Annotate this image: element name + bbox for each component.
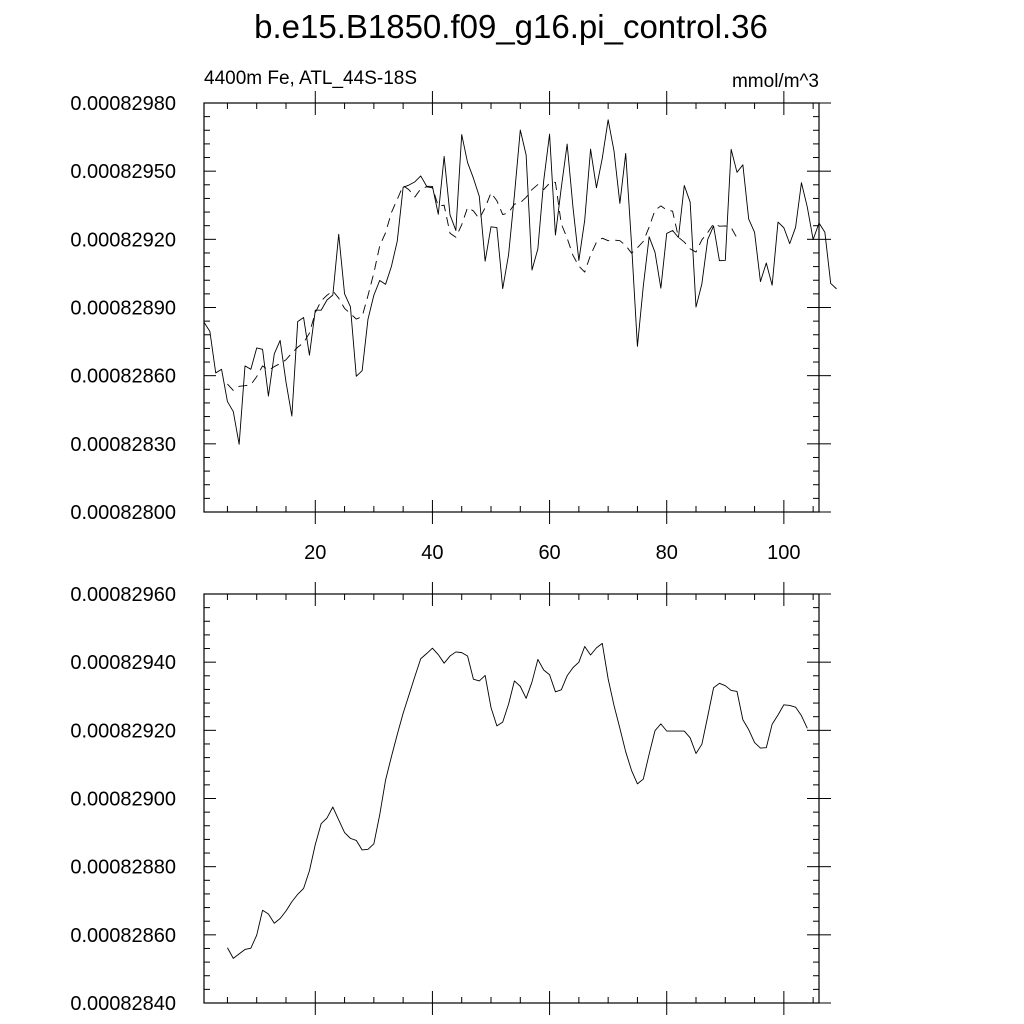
top-panel-left-label: 4400m Fe, ATL_44S-18S bbox=[204, 68, 417, 89]
top-x-tick-label: 60 bbox=[538, 542, 560, 564]
top-series-solid-line bbox=[203, 119, 837, 445]
top-y-tick-label: 0.00082860 bbox=[70, 366, 176, 388]
bottom-panel-ticks bbox=[204, 582, 831, 1015]
top-panel: 4400m Fe, ATL_44S-18S mmol/m^3 20 40 60 80 1… bbox=[70, 68, 837, 564]
bottom-panel: 0.00082840 0.00082860 0.00082880 0.00082900… bbox=[70, 582, 831, 1015]
top-series-dashed-line bbox=[227, 181, 738, 391]
top-panel-tick-labels: 20 40 60 80 100 0.00082800 0.00082830 0.0008286… bbox=[70, 93, 800, 564]
top-y-tick-label: 0.00082830 bbox=[70, 434, 176, 456]
top-x-tick-label: 20 bbox=[304, 542, 326, 564]
top-x-tick-label: 100 bbox=[767, 542, 800, 564]
bottom-y-tick-label: 0.00082960 bbox=[70, 584, 176, 606]
bottom-y-tick-label: 0.00082860 bbox=[70, 925, 176, 947]
top-x-tick-label: 80 bbox=[656, 542, 678, 564]
top-y-tick-label: 0.00082920 bbox=[70, 229, 176, 251]
top-y-tick-label: 0.00082950 bbox=[70, 161, 176, 183]
bottom-y-tick-label: 0.00082900 bbox=[70, 789, 176, 811]
bottom-y-tick-label: 0.00082880 bbox=[70, 857, 176, 879]
chart-title: b.e15.B1850.f09_g16.pi_control.36 bbox=[254, 8, 768, 45]
bottom-y-tick-label: 0.00082920 bbox=[70, 720, 176, 742]
top-y-tick-label: 0.00082890 bbox=[70, 298, 176, 320]
bottom-panel-tick-labels: 0.00082840 0.00082860 0.00082880 0.00082900… bbox=[70, 584, 176, 1015]
bottom-panel-frame bbox=[203, 593, 820, 1004]
bottom-series-solid-line bbox=[227, 642, 808, 959]
top-y-tick-label: 0.00082980 bbox=[70, 93, 176, 115]
top-y-tick-label: 0.00082800 bbox=[70, 502, 176, 524]
bottom-y-tick-label: 0.00082940 bbox=[70, 652, 176, 674]
top-x-tick-label: 40 bbox=[421, 542, 443, 564]
bottom-panel-series bbox=[227, 642, 808, 959]
top-panel-units-label: mmol/m^3 bbox=[732, 71, 819, 92]
top-panel-frame bbox=[203, 102, 820, 513]
bottom-y-tick-label: 0.00082840 bbox=[70, 993, 176, 1015]
top-panel-series bbox=[203, 119, 837, 445]
top-panel-ticks bbox=[204, 91, 831, 524]
